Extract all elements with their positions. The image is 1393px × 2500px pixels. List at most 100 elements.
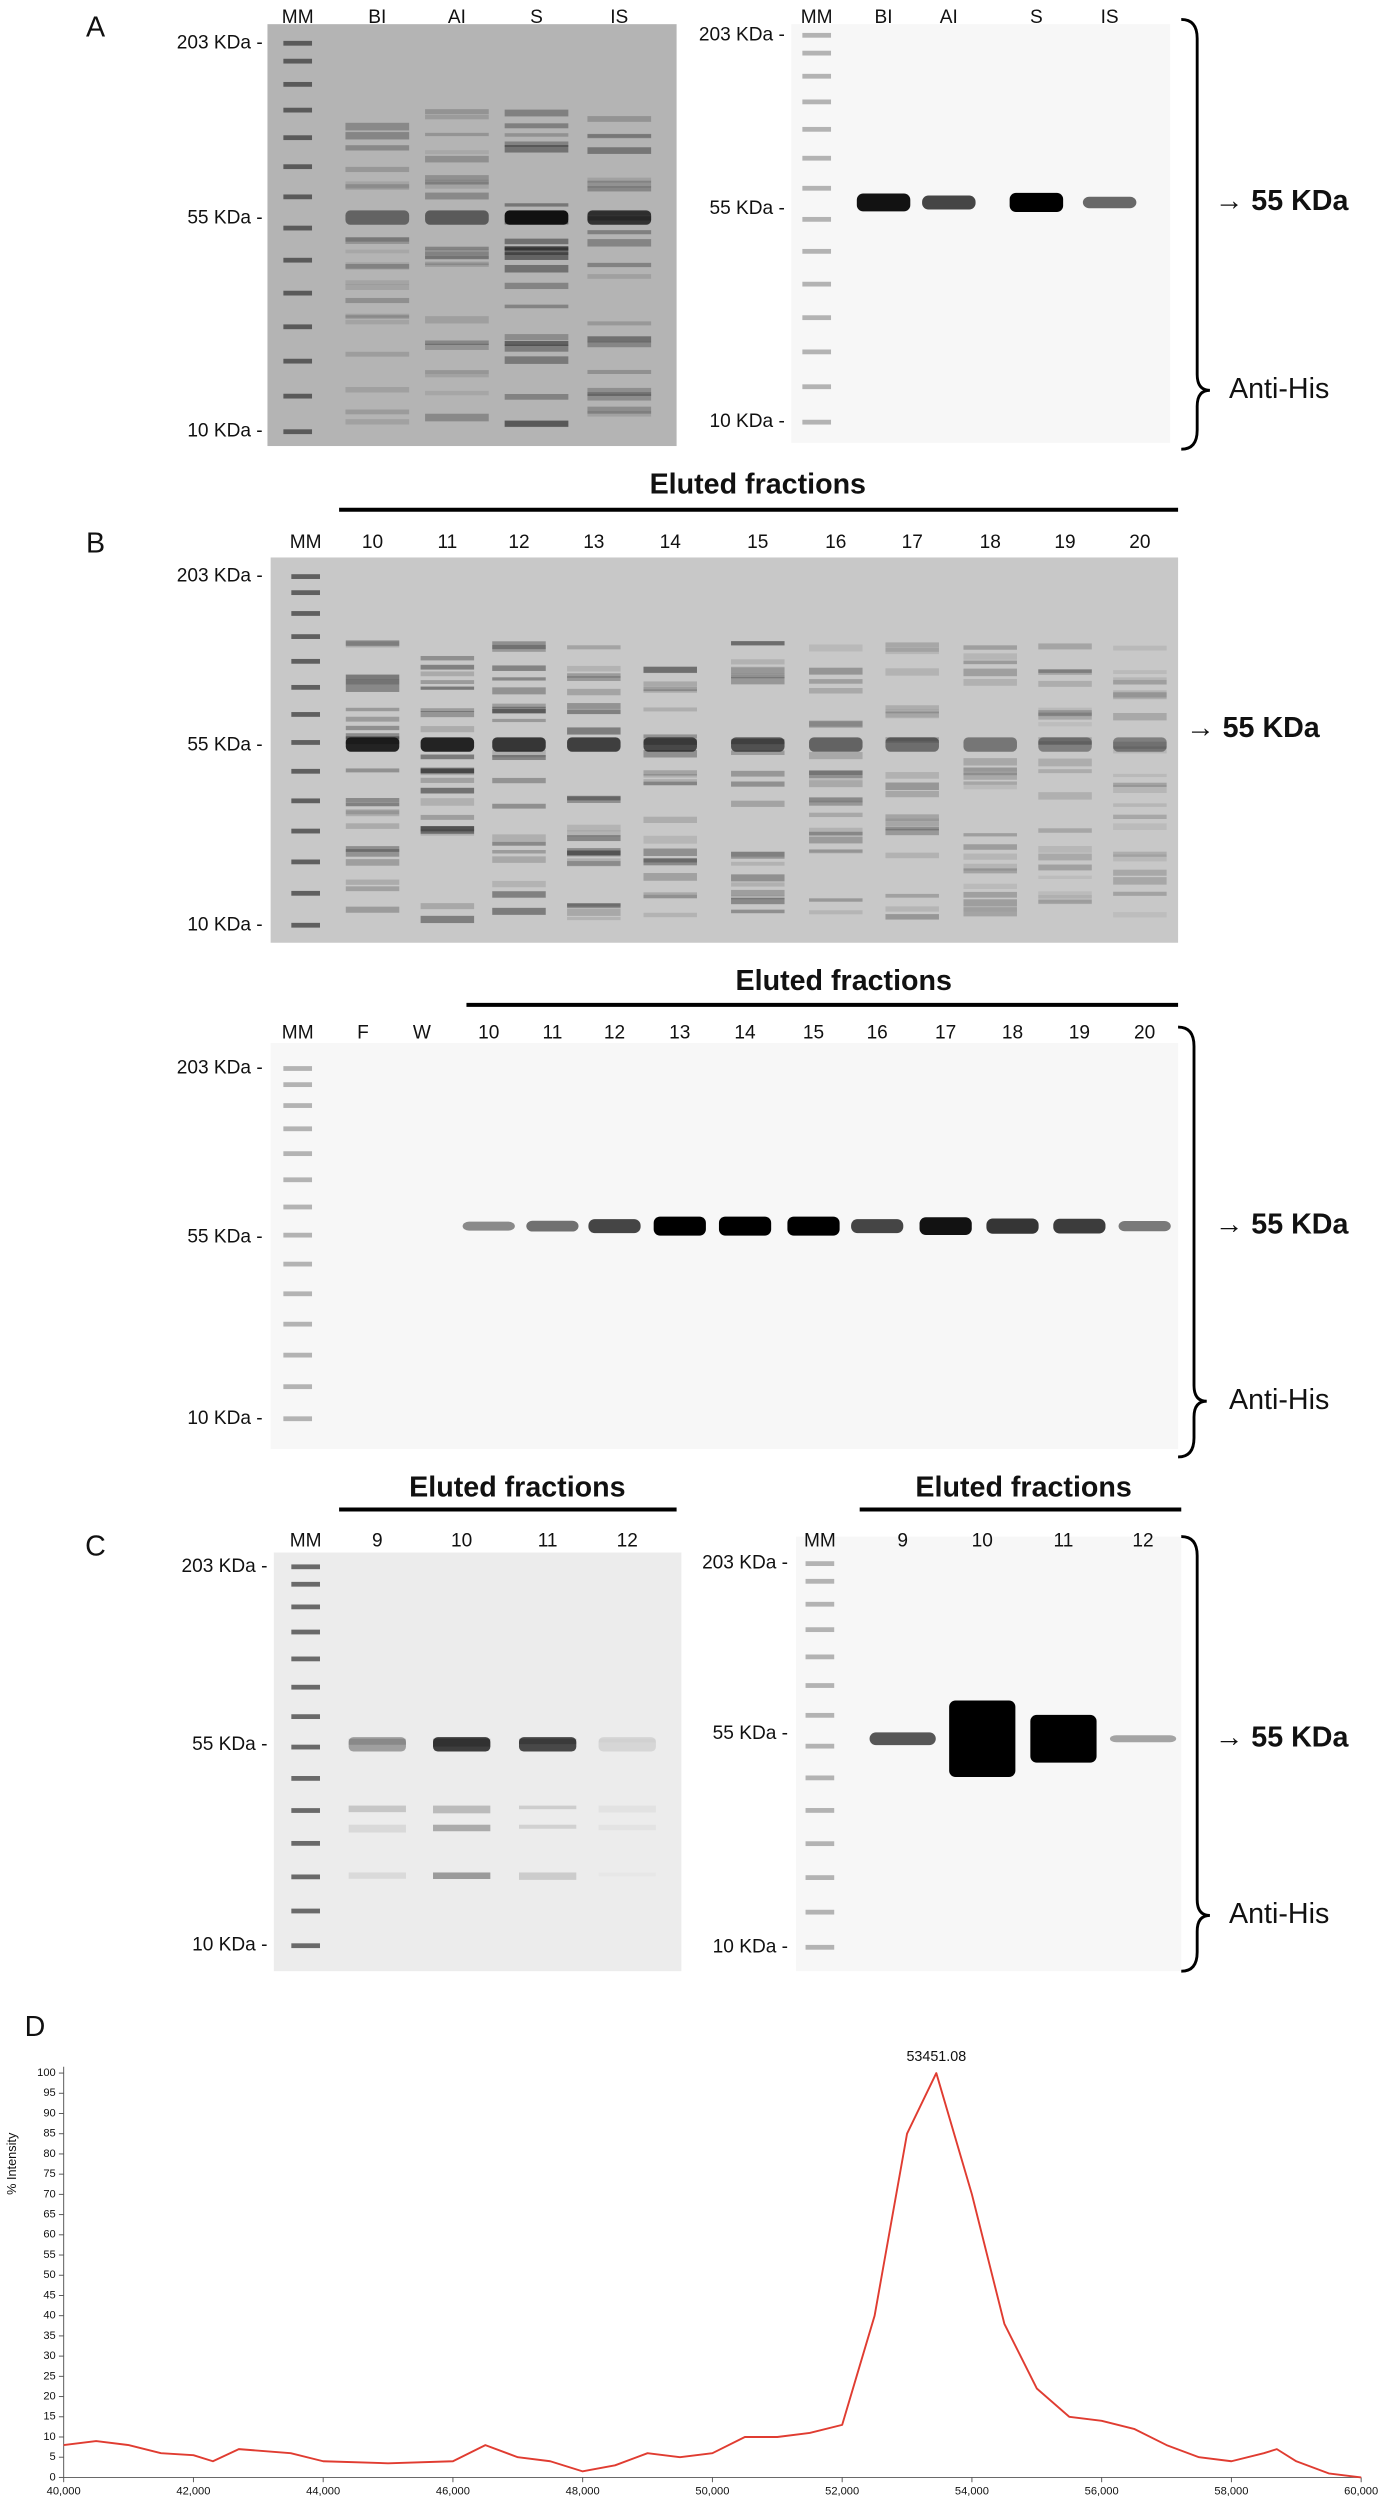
protein-band <box>643 873 697 881</box>
target-band <box>348 1737 406 1752</box>
blot-band <box>588 1219 641 1234</box>
protein-band <box>345 823 400 829</box>
protein-band <box>643 774 697 778</box>
ladder-band <box>802 349 832 355</box>
marker-label: 10 KDa - <box>709 411 784 432</box>
protein-band <box>345 859 400 866</box>
peak-label: 53451.08 <box>906 2049 966 2065</box>
protein-band <box>420 664 475 670</box>
blot-band <box>787 1216 840 1236</box>
protein-band <box>587 341 652 348</box>
lane-label: 10 <box>972 1530 993 1551</box>
protein-band <box>809 780 863 788</box>
blot-image <box>270 1043 1179 1449</box>
protein-band <box>885 782 939 791</box>
protein-band <box>567 688 621 696</box>
protein-band <box>345 387 410 393</box>
protein-band <box>643 666 697 674</box>
protein-band <box>587 133 652 138</box>
protein-band <box>420 787 475 794</box>
protein-band <box>345 641 400 648</box>
protein-band <box>425 155 489 163</box>
protein-band <box>433 1824 491 1832</box>
protein-band <box>492 841 546 846</box>
protein-band <box>731 770 785 777</box>
lane-label: 16 <box>867 1023 888 1044</box>
protein-band <box>963 767 1017 772</box>
blot-image <box>791 24 1171 443</box>
x-tick-label: 60,000 <box>1344 2486 1378 2498</box>
lane-label: 17 <box>935 1023 956 1044</box>
ladder-band <box>291 574 320 579</box>
brace <box>1181 1535 1211 1973</box>
protein-band <box>567 848 621 856</box>
protein-band <box>1038 875 1092 879</box>
lane-label: S <box>530 7 543 28</box>
protein-band <box>599 1825 656 1831</box>
protein-band <box>963 781 1017 785</box>
target-band <box>518 1737 577 1752</box>
protein-band <box>345 132 410 140</box>
gel-image <box>270 557 1179 943</box>
protein-band <box>1113 679 1167 685</box>
protein-band <box>420 777 475 783</box>
protein-band <box>587 406 652 414</box>
protein-band <box>345 679 400 685</box>
protein-band <box>345 280 410 286</box>
lane-label: MM <box>290 532 322 553</box>
y-tick-label: 75 <box>43 2168 55 2180</box>
lane-label: AI <box>940 7 958 28</box>
ladder-band <box>291 1776 320 1781</box>
ladder-band <box>291 859 320 865</box>
protein-band <box>885 822 939 828</box>
protein-band <box>425 343 489 350</box>
protein-band <box>345 906 400 913</box>
ladder-band <box>802 281 832 287</box>
protein-band <box>420 711 475 718</box>
blot-band <box>1109 1735 1177 1743</box>
protein-band <box>1113 785 1167 794</box>
ladder-band <box>283 1082 313 1088</box>
protein-band <box>643 681 697 687</box>
ladder-band <box>291 1714 320 1720</box>
protein-band <box>1038 899 1092 905</box>
protein-band <box>643 816 697 824</box>
ladder-band <box>291 828 320 834</box>
marker-label: 203 KDa - <box>702 1553 788 1574</box>
protein-band <box>492 706 546 714</box>
panel-label: C <box>85 1530 106 1562</box>
protein-band <box>731 666 785 674</box>
membrane <box>267 24 677 447</box>
ladder-band <box>283 164 313 170</box>
protein-band <box>1113 741 1167 749</box>
protein-band <box>963 659 1017 665</box>
ladder-band <box>283 1416 313 1422</box>
ladder-band <box>283 58 313 64</box>
protein-band <box>492 641 546 650</box>
protein-band <box>348 1738 406 1745</box>
protein-band <box>420 665 475 670</box>
protein-band <box>567 830 621 837</box>
protein-band <box>420 915 475 924</box>
protein-band <box>348 1805 406 1813</box>
ladder-band <box>283 107 313 113</box>
protein-band <box>963 883 1017 889</box>
ladder-band <box>291 1874 320 1880</box>
protein-band <box>1113 823 1167 831</box>
y-tick-label: 10 <box>43 2431 55 2443</box>
ladder-band <box>291 922 320 928</box>
protein-band <box>1113 912 1167 918</box>
ladder-band <box>805 1875 835 1880</box>
x-tick-label: 42,000 <box>176 2486 210 2498</box>
protein-band <box>731 909 785 914</box>
protein-band <box>809 644 863 652</box>
gel-image <box>267 24 677 447</box>
protein-band <box>425 255 489 260</box>
x-tick-label: 46,000 <box>436 2486 470 2498</box>
protein-band <box>643 848 697 857</box>
protein-band <box>885 893 939 898</box>
protein-band <box>504 356 569 364</box>
protein-band <box>809 775 863 780</box>
ladder-band <box>802 384 832 390</box>
